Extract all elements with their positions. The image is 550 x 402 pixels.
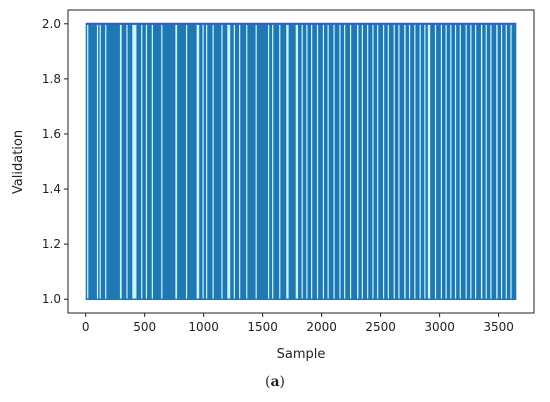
series-gap-8 <box>145 24 148 300</box>
series-gap-19 <box>233 24 235 300</box>
series-gap-52 <box>427 24 431 300</box>
series-gap-22 <box>255 24 257 300</box>
series-gap-32 <box>322 24 325 300</box>
series-gap-57 <box>454 24 457 300</box>
series-gap-55 <box>445 24 447 300</box>
series-gap-46 <box>398 24 400 300</box>
series-gap-35 <box>339 24 341 300</box>
series-gap-66 <box>500 24 503 300</box>
series-gap-47 <box>404 24 406 300</box>
series-gap-48 <box>408 24 411 300</box>
series-gap-27 <box>295 24 299 300</box>
series-gap-61 <box>475 24 477 300</box>
caption-close: ) <box>279 374 285 390</box>
series-gap-10 <box>161 24 163 300</box>
y-axis-ticks: 1.0 1.2 1.4 1.6 1.8 2.0 <box>42 17 68 306</box>
series-gap-63 <box>485 24 487 300</box>
series-gap-33 <box>327 24 329 300</box>
x-tick-label: 1000 <box>188 320 219 334</box>
series-gap-23 <box>267 24 270 300</box>
y-tick-label: 1.6 <box>42 127 61 141</box>
series-gap-29 <box>306 24 308 300</box>
series-gap-67 <box>505 24 507 300</box>
series-gap-56 <box>450 24 452 300</box>
series-gap-30 <box>311 24 313 300</box>
series-gap-25 <box>279 24 281 300</box>
x-axis-label: Sample <box>277 347 326 362</box>
series-gap-44 <box>387 24 389 300</box>
x-tick-label: 2500 <box>365 320 396 334</box>
series-gap-1 <box>96 24 99 300</box>
series-gap-3 <box>105 24 107 300</box>
series-gap-42 <box>377 24 379 300</box>
y-tick-label: 1.2 <box>42 237 61 251</box>
series-gap-6 <box>132 24 137 300</box>
series-gap-38 <box>357 24 359 300</box>
x-tick-label: 3000 <box>424 320 455 334</box>
series-gap-21 <box>246 24 248 300</box>
series-gap-28 <box>301 24 303 300</box>
series-gap-17 <box>221 24 223 300</box>
series-gap-45 <box>393 24 395 300</box>
series-gap-39 <box>361 24 363 300</box>
series-gap-40 <box>367 24 369 300</box>
series-gap-31 <box>316 24 319 300</box>
series-gap-2 <box>99 24 101 300</box>
series-gap-49 <box>414 24 416 300</box>
series-gap-16 <box>212 24 214 300</box>
axes-frame <box>67 9 535 314</box>
series-gap-64 <box>490 24 492 300</box>
series-gap-54 <box>440 24 442 300</box>
x-tick-label: 500 <box>133 320 156 334</box>
series-gap-60 <box>470 24 472 300</box>
y-tick-label: 1.8 <box>42 72 61 86</box>
series-gap-0 <box>87 24 89 300</box>
series-gap-24 <box>272 24 274 300</box>
series-gap-11 <box>175 24 178 300</box>
series-gap-4 <box>119 24 122 300</box>
x-tick-label: 0 <box>82 320 90 334</box>
series-gap-26 <box>286 24 289 300</box>
figure-caption: (a) <box>0 374 550 390</box>
y-tick-label: 1.4 <box>42 182 61 196</box>
y-tick-label: 1.0 <box>42 292 61 306</box>
series-gap-7 <box>141 24 143 300</box>
series-gap-68 <box>510 24 512 300</box>
series-gap-37 <box>349 24 352 300</box>
series-gap-15 <box>206 24 208 300</box>
series-gap-5 <box>126 24 128 300</box>
x-tick-label: 1500 <box>247 320 278 334</box>
y-tick-label: 2.0 <box>42 17 61 31</box>
series-gap-41 <box>372 24 374 300</box>
plot-area <box>85 22 517 300</box>
series-gap-50 <box>419 24 421 300</box>
x-tick-label: 3500 <box>483 320 514 334</box>
series-gap-36 <box>344 24 346 300</box>
series-gap-12 <box>185 24 188 300</box>
y-axis-label: Validation <box>11 130 26 194</box>
series-gap-34 <box>333 24 335 300</box>
series-band <box>85 23 517 300</box>
series-gap-62 <box>480 24 483 300</box>
series-gap-59 <box>465 24 467 300</box>
series-gap-13 <box>196 24 200 300</box>
series-gap-43 <box>382 24 385 300</box>
series-gap-65 <box>496 24 498 300</box>
series-gap-51 <box>424 24 426 300</box>
caption-open: ( <box>264 374 271 390</box>
series-gap-58 <box>459 24 461 300</box>
series-gap-18 <box>227 24 231 300</box>
series-gap-9 <box>151 24 153 300</box>
x-axis-ticks: 0 500 1000 1500 2000 2500 3000 3500 <box>82 313 514 334</box>
series-gap-20 <box>239 24 241 300</box>
series-gap-53 <box>434 24 437 300</box>
series-gap-14 <box>202 24 204 300</box>
caption-label: a <box>270 374 280 390</box>
x-tick-label: 2000 <box>306 320 337 334</box>
